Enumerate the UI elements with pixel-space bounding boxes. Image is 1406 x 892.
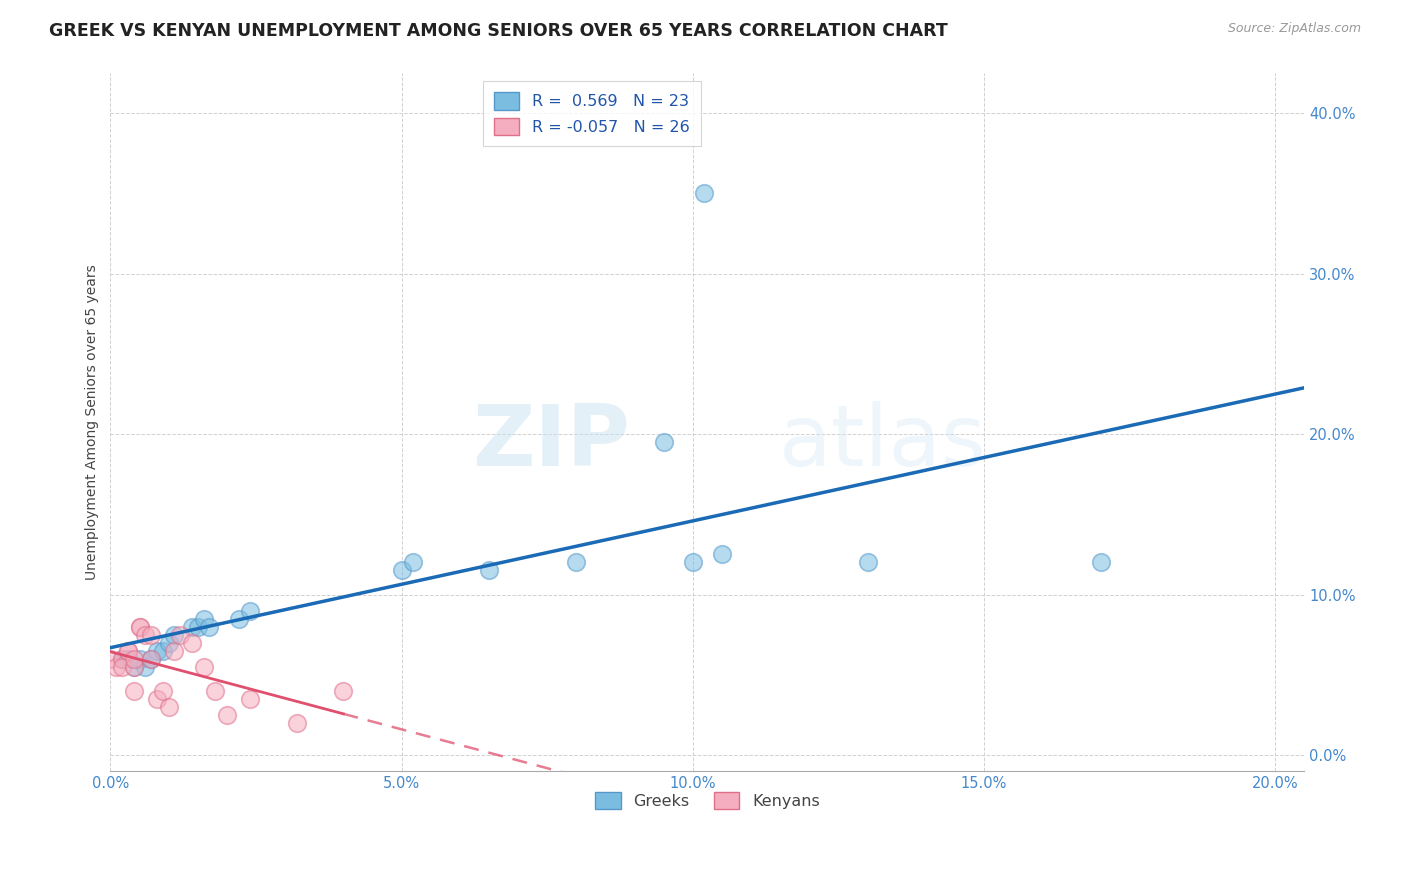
Point [193, 611, 215, 625]
Point [141, 651, 163, 665]
Point [239, 691, 262, 706]
Point [152, 643, 174, 657]
Point [187, 619, 209, 633]
Point [215, 707, 238, 722]
Point [141, 627, 163, 641]
Point [856, 556, 879, 570]
Point [391, 564, 413, 578]
Point [169, 627, 191, 641]
Point [198, 619, 221, 633]
Point [693, 186, 716, 201]
Point [146, 643, 169, 657]
Y-axis label: Unemployment Among Seniors over 65 years: Unemployment Among Seniors over 65 years [86, 264, 100, 580]
Point [204, 683, 226, 698]
Point [565, 556, 588, 570]
Point [478, 564, 501, 578]
Point [111, 651, 134, 665]
Point [163, 643, 186, 657]
Point [134, 627, 156, 641]
Point [122, 683, 145, 698]
Point [122, 659, 145, 673]
Text: atlas: atlas [779, 401, 987, 484]
Point [228, 611, 250, 625]
Point [122, 651, 145, 665]
Point [111, 659, 134, 673]
Point [111, 651, 134, 665]
Point [163, 627, 186, 641]
Point [402, 556, 425, 570]
Point [128, 619, 150, 633]
Point [682, 556, 704, 570]
Point [105, 659, 128, 673]
Point [181, 635, 204, 649]
Point [1090, 556, 1112, 570]
Point [128, 651, 150, 665]
Point [710, 548, 733, 562]
Text: GREEK VS KENYAN UNEMPLOYMENT AMONG SENIORS OVER 65 YEARS CORRELATION CHART: GREEK VS KENYAN UNEMPLOYMENT AMONG SENIO… [49, 22, 948, 40]
Point [652, 435, 675, 450]
Point [152, 683, 174, 698]
Text: Source: ZipAtlas.com: Source: ZipAtlas.com [1227, 22, 1361, 36]
Point [181, 619, 204, 633]
Point [239, 603, 262, 617]
Point [193, 659, 215, 673]
Text: ZIP: ZIP [472, 401, 630, 484]
Point [117, 643, 139, 657]
Point [285, 715, 308, 730]
Point [157, 635, 180, 649]
Point [146, 691, 169, 706]
Point [117, 651, 139, 665]
Point [134, 659, 156, 673]
Legend: Greeks, Kenyans: Greeks, Kenyans [589, 785, 827, 815]
Point [157, 699, 180, 714]
Point [128, 619, 150, 633]
Point [117, 643, 139, 657]
Point [100, 651, 122, 665]
Point [332, 683, 354, 698]
Point [141, 651, 163, 665]
Point [122, 659, 145, 673]
